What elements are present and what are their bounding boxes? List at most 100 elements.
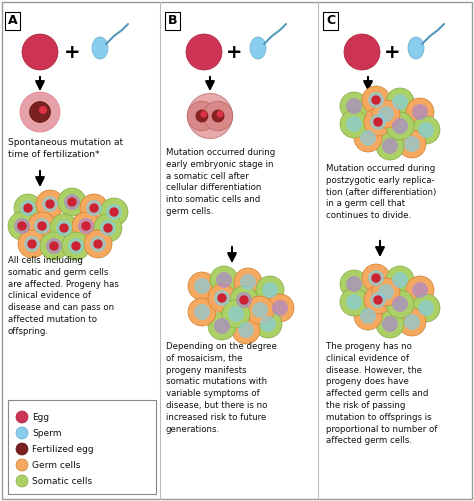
Circle shape — [418, 300, 434, 316]
Circle shape — [40, 232, 68, 260]
Circle shape — [68, 198, 76, 206]
Circle shape — [370, 292, 386, 308]
Circle shape — [8, 212, 36, 240]
Circle shape — [398, 308, 426, 336]
Circle shape — [392, 272, 408, 288]
Text: Sperm: Sperm — [32, 428, 62, 437]
Circle shape — [382, 316, 398, 332]
Circle shape — [201, 112, 206, 117]
Ellipse shape — [408, 37, 424, 59]
Circle shape — [368, 92, 384, 108]
Circle shape — [216, 272, 232, 288]
Circle shape — [240, 296, 248, 304]
Ellipse shape — [250, 37, 266, 59]
Text: Germ cells: Germ cells — [32, 460, 81, 469]
Circle shape — [252, 302, 268, 318]
Circle shape — [362, 264, 390, 292]
Circle shape — [392, 118, 408, 134]
Circle shape — [16, 443, 28, 455]
Circle shape — [90, 236, 106, 252]
Circle shape — [18, 222, 26, 230]
Circle shape — [84, 230, 112, 258]
Circle shape — [208, 284, 236, 312]
Circle shape — [354, 124, 382, 152]
Circle shape — [16, 459, 28, 471]
Circle shape — [24, 236, 40, 252]
Circle shape — [58, 188, 86, 216]
Text: Egg: Egg — [32, 412, 49, 421]
Circle shape — [214, 290, 230, 306]
Text: The progeny has no
clinical evidence of
disease. However, the
progeny does have
: The progeny has no clinical evidence of … — [326, 342, 438, 445]
Circle shape — [240, 274, 256, 290]
Circle shape — [40, 107, 46, 113]
Circle shape — [186, 34, 222, 70]
Circle shape — [372, 100, 400, 128]
Circle shape — [100, 198, 128, 226]
Circle shape — [412, 104, 428, 120]
Circle shape — [364, 286, 392, 314]
Circle shape — [266, 294, 294, 322]
Circle shape — [188, 298, 216, 326]
Circle shape — [46, 200, 54, 208]
Circle shape — [230, 286, 258, 314]
Circle shape — [188, 272, 216, 300]
Circle shape — [368, 270, 384, 286]
Circle shape — [398, 130, 426, 158]
Circle shape — [14, 194, 42, 222]
Circle shape — [412, 282, 428, 298]
Circle shape — [386, 290, 414, 318]
Circle shape — [406, 276, 434, 304]
Circle shape — [404, 314, 420, 330]
Circle shape — [72, 212, 100, 240]
Circle shape — [104, 224, 112, 232]
Circle shape — [360, 308, 376, 324]
Text: Mutation occurred during
early embryonic stage in
a somatic cell after
cellular : Mutation occurred during early embryonic… — [166, 148, 275, 216]
Circle shape — [386, 266, 414, 294]
Circle shape — [418, 122, 434, 138]
Circle shape — [212, 110, 224, 122]
Circle shape — [340, 92, 368, 120]
Circle shape — [203, 101, 233, 131]
Circle shape — [50, 242, 58, 250]
Circle shape — [14, 218, 30, 234]
Circle shape — [228, 306, 244, 322]
Text: Mutation occurred during
postzygotic early replica-
tion (after differentiation): Mutation occurred during postzygotic ear… — [326, 164, 436, 220]
Circle shape — [16, 427, 28, 439]
Circle shape — [34, 218, 50, 234]
Circle shape — [217, 112, 223, 117]
Circle shape — [208, 312, 236, 340]
Circle shape — [364, 108, 392, 136]
Circle shape — [60, 224, 68, 232]
Circle shape — [246, 296, 274, 324]
Text: Fertilized egg: Fertilized egg — [32, 444, 94, 453]
Circle shape — [194, 278, 210, 294]
Circle shape — [50, 214, 78, 242]
Circle shape — [28, 240, 36, 248]
Circle shape — [378, 106, 394, 122]
Text: +: + — [226, 43, 242, 62]
Circle shape — [218, 294, 226, 302]
Circle shape — [232, 316, 260, 344]
Circle shape — [42, 196, 58, 212]
Circle shape — [110, 208, 118, 216]
Text: Depending on the degree
of mosaicism, the
progeny manifests
somatic mutations wi: Depending on the degree of mosaicism, th… — [166, 342, 277, 433]
Circle shape — [238, 322, 254, 338]
Circle shape — [56, 220, 72, 236]
Circle shape — [372, 96, 380, 104]
Circle shape — [210, 266, 238, 294]
Circle shape — [214, 318, 230, 334]
Circle shape — [392, 296, 408, 312]
Circle shape — [340, 288, 368, 316]
Circle shape — [28, 212, 56, 240]
Circle shape — [68, 238, 84, 254]
Circle shape — [406, 98, 434, 126]
Circle shape — [262, 282, 278, 298]
Circle shape — [346, 116, 362, 132]
Circle shape — [16, 475, 28, 487]
Circle shape — [372, 278, 400, 306]
Circle shape — [16, 411, 28, 423]
Circle shape — [386, 112, 414, 140]
Circle shape — [236, 292, 252, 308]
Circle shape — [222, 300, 250, 328]
Text: +: + — [64, 43, 80, 62]
